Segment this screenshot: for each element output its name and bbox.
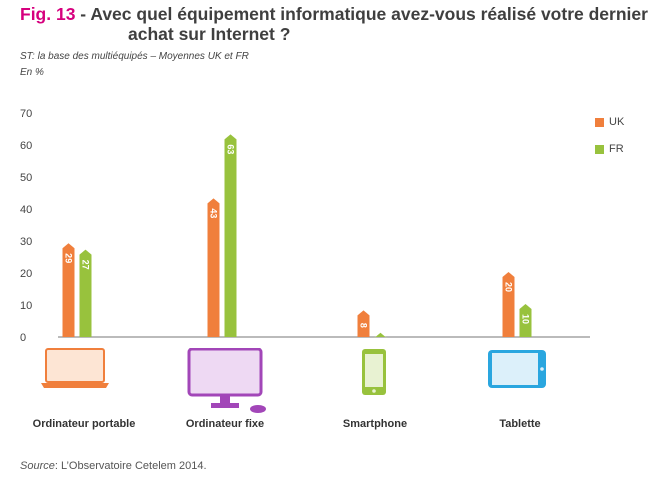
bar-value-label: 20 xyxy=(504,282,514,292)
bar-value-label: 10 xyxy=(521,314,531,324)
category-label-tablette: Tablette xyxy=(499,418,541,430)
source-note: Source: L’Observatoire Cetelem 2014. xyxy=(20,460,207,472)
bar-uk xyxy=(357,310,370,337)
bar-uk xyxy=(502,272,515,337)
category-label-fixe: Ordinateur fixe xyxy=(185,418,265,430)
chart-subtitle: ST: la base des multiéquipés – Moyennes … xyxy=(20,51,249,62)
y-tick-label: 30 xyxy=(20,236,32,248)
bar-value-label: 27 xyxy=(81,260,91,270)
category-label-portable: Ordinateur portable xyxy=(32,418,136,430)
y-tick-label: 60 xyxy=(20,140,32,152)
y-tick-label: 40 xyxy=(20,204,32,216)
y-tick-label: 0 xyxy=(20,332,26,344)
legend-label-uk: UK xyxy=(609,116,625,128)
legend-swatch-fr xyxy=(595,144,604,154)
bar-value-label: 63 xyxy=(226,144,236,154)
legend-fr: FR xyxy=(595,143,624,155)
bar-fr xyxy=(519,304,532,337)
bar-uk xyxy=(207,198,220,337)
chart-title: Fig. 13 - Avec quel équipement informati… xyxy=(20,4,650,44)
desktop-icon xyxy=(187,348,266,413)
figure-number: Fig. 13 xyxy=(20,4,76,24)
tablet-icon xyxy=(488,350,546,388)
bar-value-label: 43 xyxy=(209,208,219,218)
legend-label-fr: FR xyxy=(609,143,624,155)
bar-fr xyxy=(79,249,92,337)
laptop-icon xyxy=(41,348,109,388)
bar-fr xyxy=(374,332,387,338)
y-tick-label: 10 xyxy=(20,300,32,312)
bar-uk xyxy=(62,243,75,337)
y-tick-label: 20 xyxy=(20,268,32,280)
legend-uk: UK xyxy=(595,116,624,128)
bar-fr xyxy=(224,134,237,337)
source-text: : L’Observatoire Cetelem 2014. xyxy=(54,460,207,472)
bar-value-label: 1 xyxy=(376,345,386,350)
category-label-smartphone: Smartphone xyxy=(342,418,408,430)
source-label: Source xyxy=(20,460,55,472)
title-line-2: achat sur Internet ? xyxy=(128,24,291,44)
unit-label: En % xyxy=(20,67,44,78)
title-line-1: - Avec quel équipement informatique avez… xyxy=(75,4,648,24)
smartphone-icon xyxy=(362,349,386,395)
y-tick-label: 70 xyxy=(20,108,32,120)
y-tick-label: 50 xyxy=(20,172,32,184)
legend-swatch-uk xyxy=(595,117,604,127)
bar-value-label: 29 xyxy=(64,253,74,263)
bar-value-label: 8 xyxy=(359,323,369,328)
